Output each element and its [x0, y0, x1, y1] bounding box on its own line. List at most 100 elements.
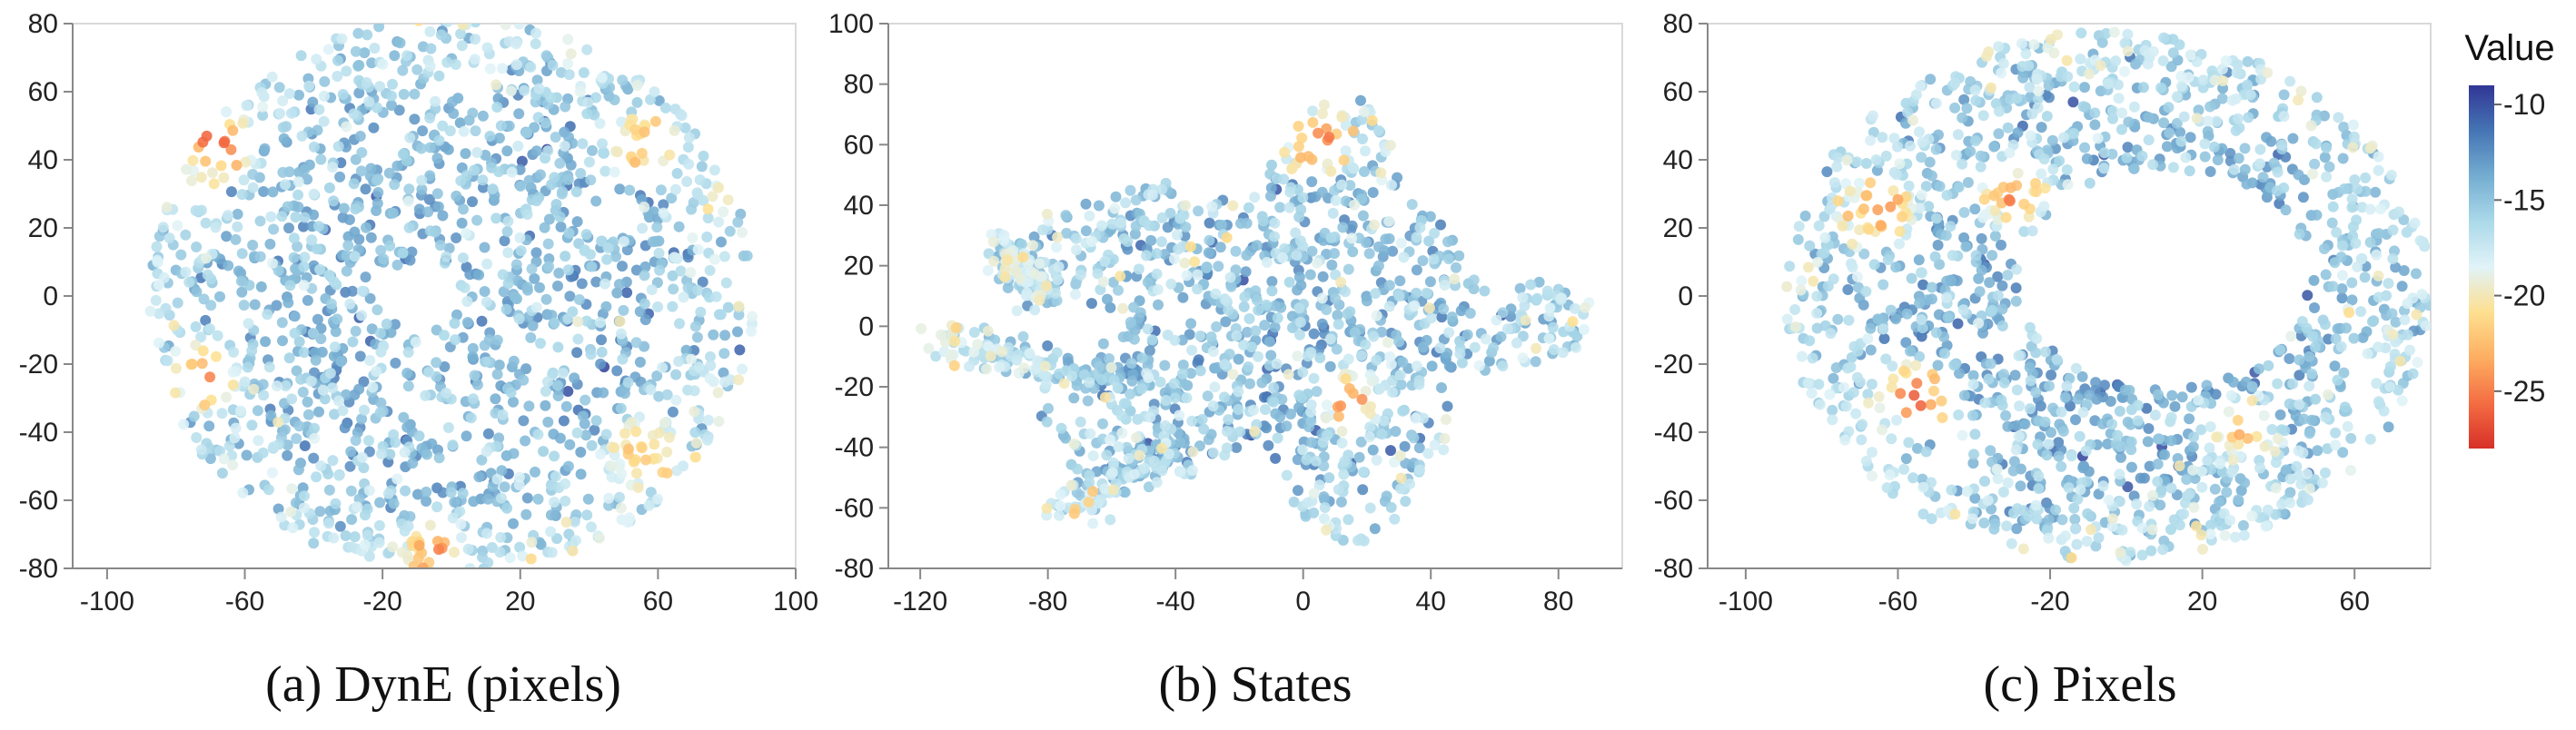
scatter-point [1916, 314, 1927, 326]
scatter-point [2204, 166, 2216, 177]
scatter-point [1974, 286, 1986, 298]
scatter-point [1335, 400, 1346, 411]
scatter-point [449, 318, 461, 330]
scatter-point [1991, 463, 2003, 475]
scatter-point [1011, 354, 1023, 366]
scatter-point [530, 27, 542, 39]
scatter-point [543, 213, 555, 225]
scatter-point [467, 342, 479, 354]
scatter-point [1327, 207, 1339, 219]
scatter-point [1295, 152, 1306, 163]
scatter-point [1380, 233, 1392, 245]
scatter-point [701, 434, 713, 446]
scatter-point [175, 249, 187, 261]
scatter-point [246, 345, 258, 357]
scatter-point [2332, 374, 2343, 386]
scatter-point [513, 24, 525, 30]
scatter-point [1231, 442, 1243, 453]
scatter-point [359, 404, 370, 416]
scatter-point [651, 222, 663, 233]
scatter-point [1261, 299, 1272, 311]
scatter-point [2141, 402, 2153, 414]
scatter-point [280, 380, 292, 391]
scatter-point [371, 366, 382, 377]
scatter-point [2152, 476, 2164, 488]
scatter-point [508, 355, 520, 367]
scatter-point [2115, 451, 2126, 463]
scatter-point [223, 440, 235, 452]
scatter-point [1804, 335, 1816, 347]
scatter-point [600, 429, 612, 440]
y-tick-label: -40 [19, 418, 58, 448]
scatter-point [2234, 429, 2245, 440]
scatter-point [972, 339, 984, 350]
scatter-point [2116, 107, 2128, 119]
scatter-point [1353, 451, 1365, 463]
scatter-point [2373, 291, 2384, 303]
scatter-point [461, 296, 473, 307]
scatter-point [328, 195, 340, 207]
scatter-point [655, 184, 667, 196]
scatter-point [2115, 440, 2127, 452]
scatter-point [2345, 465, 2356, 476]
scatter-point [180, 229, 192, 241]
scatter-point [451, 232, 462, 243]
scatter-point [1323, 132, 1335, 143]
scatter-point [435, 240, 446, 252]
scatter-point [1468, 274, 1480, 286]
scatter-point [2346, 294, 2358, 306]
scatter-point [2390, 316, 2402, 328]
scatter-point [1024, 348, 1035, 360]
scatter-point [1018, 362, 1030, 374]
scatter-point [163, 232, 175, 244]
scatter-point [1257, 215, 1269, 227]
scatter-point [560, 495, 571, 507]
scatter-point [1144, 411, 1156, 423]
scatter-point [1945, 221, 1957, 232]
scatter-point [2302, 494, 2313, 506]
scatter-point [2024, 361, 2036, 373]
scatter-point [982, 325, 994, 337]
scatter-point [1061, 227, 1073, 239]
scatter-point [1106, 218, 1118, 230]
scatter-point [1043, 402, 1054, 414]
scatter-point [1308, 328, 1320, 340]
scatter-point [585, 174, 597, 186]
scatter-point [1105, 361, 1117, 373]
y-tick-label: 0 [1678, 281, 1693, 311]
scatter-point [2383, 278, 2394, 290]
scatter-point [484, 131, 496, 142]
scatter-point [520, 508, 532, 520]
scatter-point [1145, 234, 1157, 246]
scatter-point [513, 108, 525, 120]
scatter-point [1976, 232, 1987, 244]
scatter-point [431, 188, 443, 200]
scatter-point [237, 117, 249, 129]
scatter-point [543, 261, 555, 272]
scatter-point [2284, 497, 2296, 508]
y-tick-label: 40 [844, 191, 874, 221]
scatter-point [299, 252, 311, 263]
scatter-point [2011, 523, 2023, 535]
scatter-point [1330, 292, 1342, 304]
scatter-point [2122, 28, 2134, 40]
scatter-point [247, 182, 259, 193]
scatter-point [481, 528, 492, 539]
scatter-point [1385, 501, 1397, 513]
scatter-point [482, 428, 494, 439]
scatter-point [2346, 277, 2358, 289]
scatter-point [391, 473, 403, 485]
scatter-point [1270, 452, 1282, 464]
scatter-point [689, 385, 700, 397]
scatter-point [1898, 463, 1910, 475]
scatter-point [614, 315, 626, 327]
scatter-point [1393, 336, 1405, 348]
scatter-point [983, 340, 995, 352]
scatter-point [1185, 318, 1197, 330]
scatter-point [637, 222, 649, 234]
scatter-point [154, 279, 164, 291]
scatter-point [1394, 275, 1406, 287]
scatter-point [2147, 45, 2159, 57]
scatter-point [618, 304, 629, 316]
